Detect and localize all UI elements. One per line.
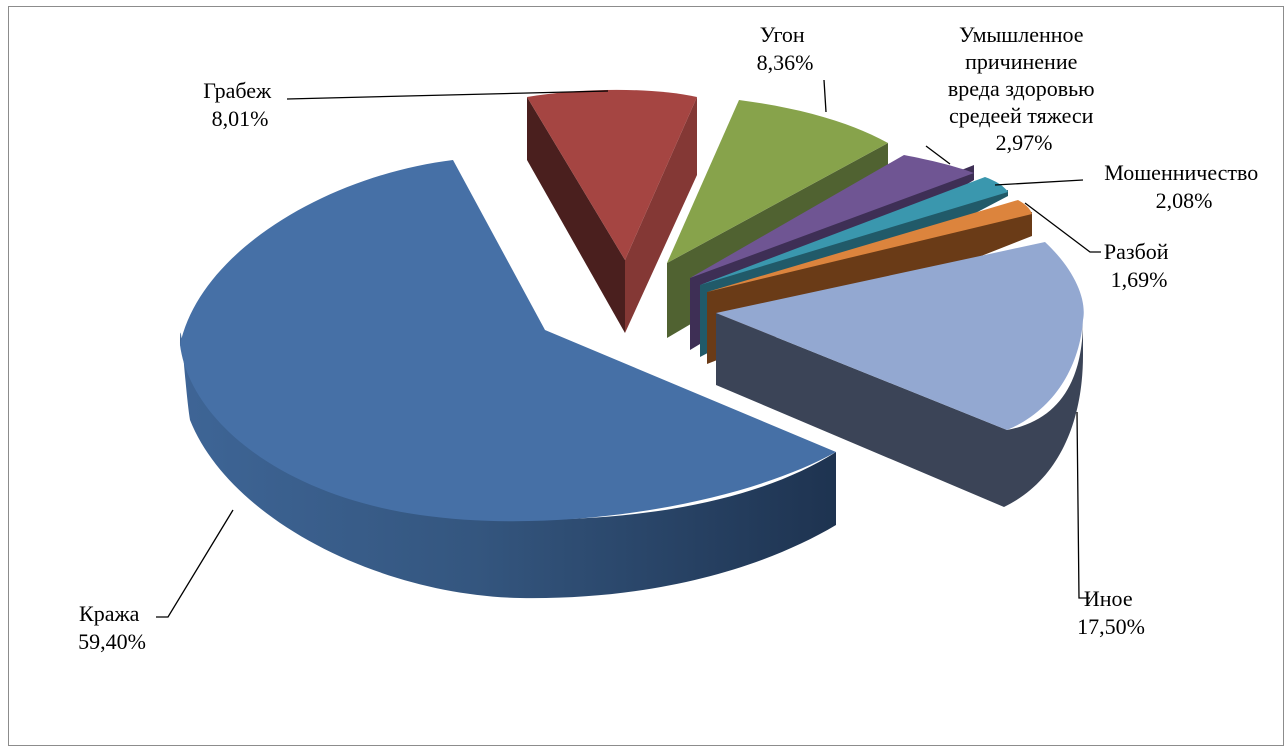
slice-umyshlennoe-top xyxy=(690,155,974,278)
leader-kraja xyxy=(156,509,234,618)
label-ugon: Угон 8,36% xyxy=(757,22,814,75)
label-kraja: Кража 59,40% xyxy=(78,601,146,654)
leader-inoe xyxy=(1076,411,1090,599)
pie-chart: Грабеж 8,01% Угон 8,36% Умышленное причи… xyxy=(78,22,1264,654)
slice-kraja-side xyxy=(180,332,836,599)
leader-razboy xyxy=(1024,202,1101,253)
slice-grabezh xyxy=(527,89,697,333)
leader-moshennichestvo xyxy=(994,179,1084,186)
label-grabezh: Грабеж 8,01% xyxy=(203,78,276,131)
slice-grabezh-top xyxy=(527,89,697,260)
label-razboy: Разбой 1,69% xyxy=(1104,239,1174,292)
slice-ugon-top xyxy=(667,100,888,263)
slice-inoe xyxy=(716,242,1084,507)
slice-kraja-top xyxy=(180,160,836,522)
slice-moshennichestvo-top xyxy=(700,177,1008,285)
label-umyshlennoe: Умышленное причинение вреда здоровью сре… xyxy=(948,22,1100,155)
slice-razboy-top xyxy=(707,200,1032,292)
leader-umyshlennoe xyxy=(925,145,951,165)
slice-inoe-side xyxy=(716,313,1083,507)
slice-grabezh-side-left xyxy=(527,97,625,333)
slice-kraja xyxy=(180,160,836,599)
label-inoe: Иное 17,50% xyxy=(1077,586,1145,639)
slice-inoe-top xyxy=(716,242,1084,430)
leader-ugon xyxy=(823,79,827,113)
slice-grabezh-side-right xyxy=(625,97,697,333)
leader-grabezh xyxy=(286,90,609,100)
label-moshennichestvo: Мошенничество 2,08% xyxy=(1104,160,1264,213)
